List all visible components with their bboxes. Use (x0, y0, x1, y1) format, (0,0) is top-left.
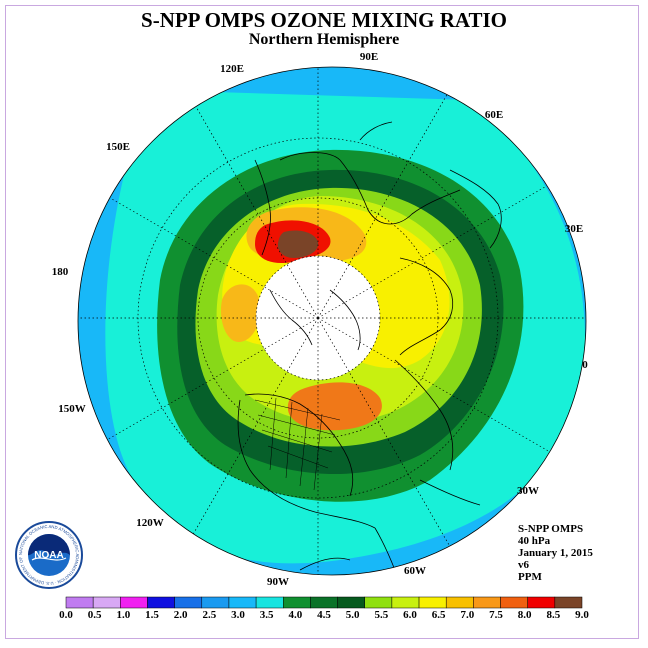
longitude-labels: 90E 60E 30E 0 30W 60W 90W 120W 150W 180 150E 120E (52, 51, 589, 588)
longitude-label: 150E (106, 141, 130, 153)
longitude-label: 90E (360, 51, 378, 63)
info-product: S-NPP OMPS (518, 523, 584, 535)
band-orange-south (287, 382, 382, 431)
coastlines (237, 121, 502, 575)
info-pressure: 40 hPa (518, 535, 551, 547)
graticule (78, 67, 586, 575)
band-orange-west (220, 284, 260, 343)
latitude-circle (137, 137, 499, 499)
longitude-label: 90W (267, 576, 289, 588)
info-block: S-NPP OMPS 40 hPa January 1, 2015 v6 PPM (518, 523, 593, 583)
logo-name: NOAA (34, 550, 63, 561)
info-version: v6 (518, 559, 529, 571)
latitude-circle (197, 197, 439, 439)
longitude-label: 180 (52, 266, 69, 278)
info-units: PPM (518, 571, 542, 583)
longitude-label: 150W (58, 403, 86, 415)
noaa-logo: NATIONAL OCEANIC AND ATMOSPHERIC ADMINIS… (14, 520, 83, 589)
ozone-field (78, 67, 586, 575)
longitude-label: 0 (582, 359, 588, 371)
state-boundaries (254, 397, 341, 491)
globe-outline (77, 66, 587, 576)
band-brown (277, 230, 319, 258)
longitude-label: 30W (517, 485, 539, 497)
info-date: January 1, 2015 (518, 547, 593, 559)
latitude-circle (255, 255, 381, 381)
map-subtitle: Northern Hemisphere (248, 31, 400, 48)
map-title: S-NPP OMPS OZONE MIXING RATIO (141, 8, 507, 32)
longitude-label: 60W (404, 565, 426, 577)
longitude-label: 120E (220, 63, 244, 75)
longitude-label: 30E (565, 223, 583, 235)
longitude-label: 120W (136, 517, 164, 529)
longitude-label: 60E (485, 109, 503, 121)
